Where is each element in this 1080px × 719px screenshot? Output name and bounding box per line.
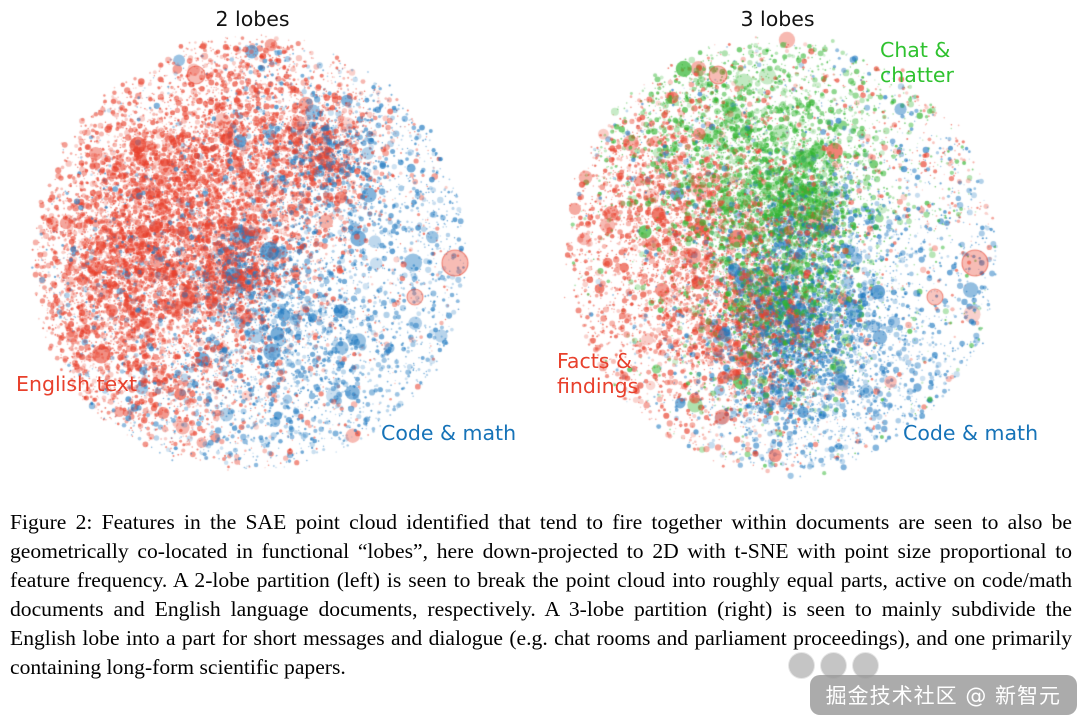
right-plot-title: 3 lobes bbox=[740, 7, 815, 31]
code-math-label-right: Code & math bbox=[903, 421, 1039, 445]
chat-chatter-label: Chat & chatter bbox=[880, 38, 954, 87]
facts-findings-label: Facts & findings bbox=[557, 349, 639, 398]
english-text-label: English text bbox=[16, 372, 137, 396]
code-math-label-left: Code & math bbox=[381, 421, 517, 445]
figure-caption: Figure 2: Features in the SAE point clou… bbox=[10, 510, 1072, 680]
tsne-scatter-canvas bbox=[0, 0, 1080, 492]
left-plot-title: 2 lobes bbox=[215, 7, 290, 31]
watermark-icon-2 bbox=[820, 652, 847, 679]
watermark-icon-1 bbox=[788, 652, 815, 679]
watermark-badge: 掘金技术社区 @ 新智元 bbox=[809, 675, 1077, 715]
